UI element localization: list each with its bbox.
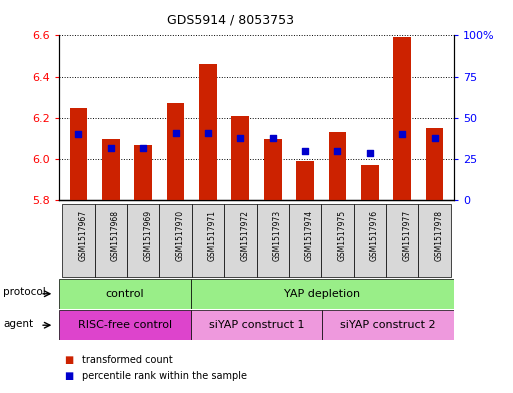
Bar xyxy=(393,37,411,200)
Text: ■: ■ xyxy=(64,371,73,382)
Text: protocol: protocol xyxy=(3,287,46,297)
Bar xyxy=(167,103,185,200)
Point xyxy=(269,134,277,141)
Point xyxy=(107,145,115,151)
Text: GDS5914 / 8053753: GDS5914 / 8053753 xyxy=(167,14,294,27)
Text: GSM1517972: GSM1517972 xyxy=(240,210,249,261)
Bar xyxy=(231,116,249,200)
Bar xyxy=(289,204,321,277)
Point xyxy=(139,145,147,151)
Point xyxy=(366,149,374,156)
Text: transformed count: transformed count xyxy=(82,354,173,365)
Bar xyxy=(192,204,224,277)
Text: GSM1517977: GSM1517977 xyxy=(402,210,411,261)
Text: GSM1517971: GSM1517971 xyxy=(208,210,217,261)
Bar xyxy=(353,204,386,277)
Text: GSM1517973: GSM1517973 xyxy=(273,210,282,261)
Bar xyxy=(321,204,353,277)
Bar xyxy=(419,204,451,277)
Text: percentile rank within the sample: percentile rank within the sample xyxy=(82,371,247,382)
Text: agent: agent xyxy=(3,319,33,329)
Bar xyxy=(59,279,191,309)
Bar xyxy=(127,204,160,277)
Bar xyxy=(322,310,454,340)
Point xyxy=(204,130,212,136)
Bar xyxy=(94,204,127,277)
Point xyxy=(301,148,309,154)
Bar xyxy=(191,310,322,340)
Bar xyxy=(328,132,346,200)
Point xyxy=(398,131,406,138)
Bar xyxy=(160,204,192,277)
Text: siYAP construct 1: siYAP construct 1 xyxy=(209,320,304,330)
Text: YAP depletion: YAP depletion xyxy=(284,289,361,299)
Point xyxy=(333,148,342,154)
Bar xyxy=(224,204,256,277)
Text: GSM1517975: GSM1517975 xyxy=(338,210,346,261)
Text: GSM1517978: GSM1517978 xyxy=(435,210,444,261)
Bar xyxy=(296,161,314,200)
Bar xyxy=(426,128,443,200)
Bar xyxy=(59,310,191,340)
Text: control: control xyxy=(106,289,144,299)
Bar xyxy=(264,138,282,200)
Point xyxy=(74,131,83,138)
Text: ■: ■ xyxy=(64,354,73,365)
Bar xyxy=(62,204,94,277)
Bar xyxy=(70,108,87,200)
Text: RISC-free control: RISC-free control xyxy=(78,320,172,330)
Point xyxy=(236,134,244,141)
Bar xyxy=(256,204,289,277)
Bar xyxy=(361,165,379,200)
Bar xyxy=(134,145,152,200)
Text: GSM1517967: GSM1517967 xyxy=(78,210,87,261)
Bar xyxy=(102,138,120,200)
Bar xyxy=(191,279,454,309)
Point xyxy=(171,130,180,136)
Text: siYAP construct 2: siYAP construct 2 xyxy=(340,320,436,330)
Bar xyxy=(199,64,217,200)
Text: GSM1517969: GSM1517969 xyxy=(143,210,152,261)
Text: GSM1517968: GSM1517968 xyxy=(111,210,120,261)
Text: GSM1517970: GSM1517970 xyxy=(175,210,185,261)
Text: GSM1517974: GSM1517974 xyxy=(305,210,314,261)
Point xyxy=(430,134,439,141)
Text: GSM1517976: GSM1517976 xyxy=(370,210,379,261)
Bar xyxy=(386,204,419,277)
